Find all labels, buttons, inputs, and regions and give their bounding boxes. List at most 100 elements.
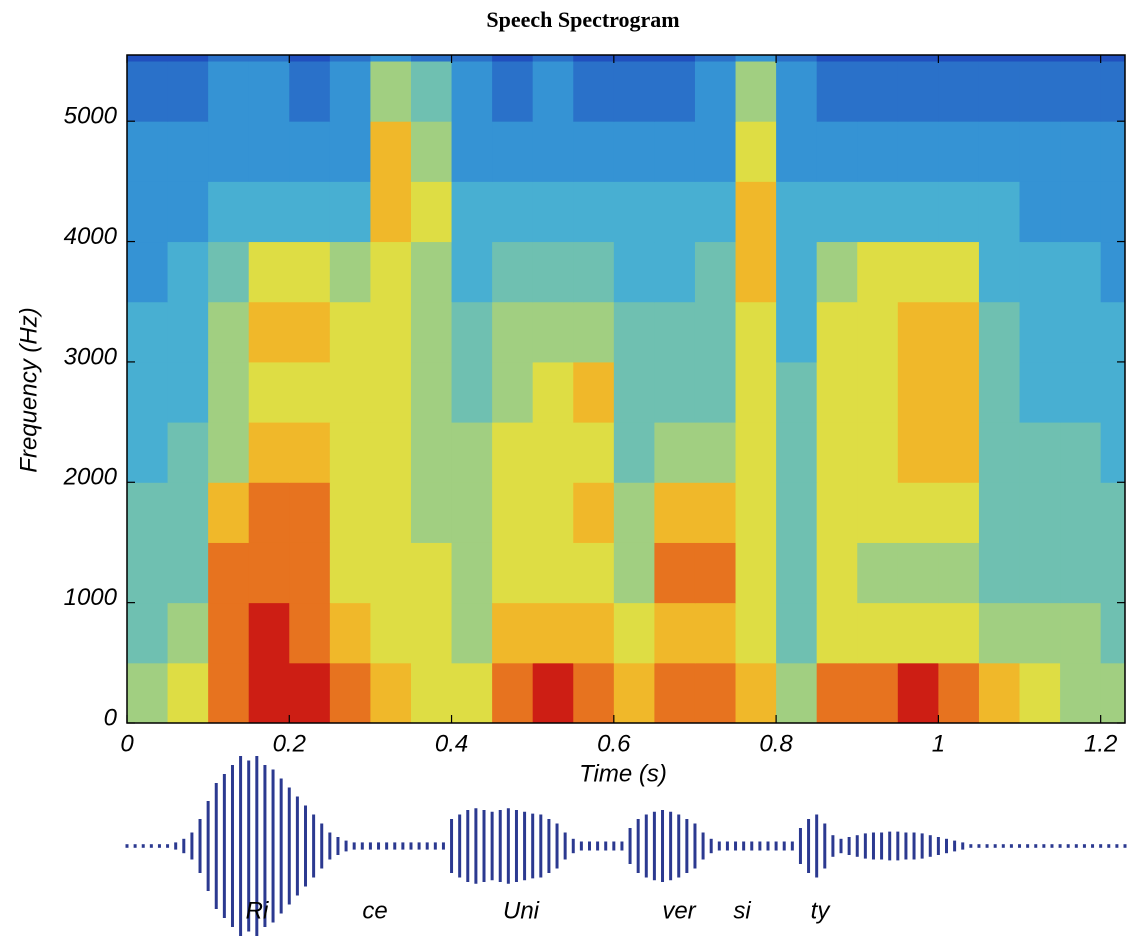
- heatmap-cell: [410, 61, 453, 122]
- heatmap-cell: [816, 662, 858, 723]
- heatmap-cell: [167, 301, 209, 363]
- y-axis-label: Frequency (Hz): [15, 307, 42, 472]
- heatmap-cell: [816, 361, 858, 423]
- heatmap-cell: [978, 361, 1021, 423]
- heatmap-cell: [410, 361, 453, 423]
- heatmap-cell: [127, 61, 169, 122]
- heatmap-cell: [289, 301, 331, 363]
- heatmap-cell: [451, 422, 493, 483]
- syllable-label: ty: [811, 897, 832, 924]
- heatmap-cell: [1060, 55, 1102, 62]
- heatmap-cell: [208, 61, 250, 122]
- heatmap-cell: [208, 55, 250, 62]
- heatmap-cell: [613, 241, 655, 303]
- heatmap-cell: [938, 61, 980, 122]
- heatmap-cell: [1019, 55, 1061, 62]
- heatmap-cell: [613, 121, 655, 182]
- heatmap-cell: [248, 61, 290, 122]
- x-tick-label: 0.4: [435, 730, 468, 757]
- heatmap-cell: [532, 55, 574, 62]
- heatmap-cell: [857, 542, 899, 604]
- heatmap-cell: [1019, 422, 1061, 483]
- heatmap-cell: [451, 241, 493, 303]
- heatmap-cell: [938, 482, 980, 543]
- heatmap-cell: [492, 241, 534, 303]
- heatmap-cell: [492, 361, 534, 423]
- heatmap-cell: [897, 482, 939, 543]
- heatmap-cell: [329, 602, 371, 664]
- heatmap-cell: [897, 241, 939, 303]
- heatmap-cell: [978, 542, 1021, 604]
- heatmap-cell: [208, 422, 250, 483]
- heatmap-cell: [694, 422, 737, 483]
- heatmap-cell: [289, 55, 331, 62]
- heatmap-cell: [613, 422, 655, 483]
- heatmap-cell: [1100, 662, 1125, 723]
- x-tick-label: 1: [932, 730, 945, 757]
- heatmap-cell: [248, 482, 290, 543]
- heatmap-cell: [208, 482, 250, 543]
- heatmap-cell: [1060, 542, 1102, 604]
- heatmap-cell: [289, 121, 331, 182]
- heatmap-cell: [573, 61, 615, 122]
- heatmap-cell: [816, 422, 858, 483]
- heatmap-cell: [532, 361, 574, 423]
- heatmap-cell: [573, 361, 615, 423]
- heatmap-cell: [897, 181, 939, 243]
- heatmap-cell: [248, 121, 290, 182]
- heatmap-cell: [492, 602, 534, 664]
- syllable-label: Ri: [246, 897, 269, 924]
- heatmap-cell: [938, 121, 980, 182]
- heatmap-cell: [1019, 241, 1061, 303]
- heatmap-cell: [289, 482, 331, 543]
- x-axis-label: Time (s): [579, 760, 667, 787]
- heatmap-cell: [492, 121, 534, 182]
- heatmap-cell: [492, 61, 534, 122]
- heatmap-cell: [410, 662, 453, 723]
- heatmap-cell: [1060, 602, 1102, 664]
- heatmap-cell: [167, 361, 209, 423]
- syllable-label: si: [733, 897, 751, 924]
- syllable-label: ver: [662, 897, 696, 924]
- heatmap-cell: [694, 61, 737, 122]
- heatmap-cell: [654, 361, 696, 423]
- heatmap-cell: [127, 121, 169, 182]
- heatmap-cell: [289, 241, 331, 303]
- heatmap-cell: [248, 422, 290, 483]
- heatmap-cell: [1019, 61, 1061, 122]
- heatmap-cell: [1100, 241, 1125, 303]
- heatmap-cell: [167, 662, 209, 723]
- heatmap-cell: [167, 482, 209, 543]
- heatmap-cell: [613, 61, 655, 122]
- heatmap-cell: [654, 55, 696, 62]
- y-tick-label: 0: [104, 704, 118, 731]
- heatmap-cell: [816, 542, 858, 604]
- syllable-label: ce: [362, 897, 387, 924]
- heatmap-cell: [897, 662, 939, 723]
- heatmap-cell: [329, 482, 371, 543]
- heatmap-cell: [816, 61, 858, 122]
- heatmap-cell: [978, 55, 1021, 62]
- heatmap-cell: [816, 241, 858, 303]
- heatmap-cell: [208, 121, 250, 182]
- heatmap-cell: [208, 662, 250, 723]
- heatmap-cell: [1100, 482, 1125, 543]
- heatmap-cell: [451, 602, 493, 664]
- heatmap-cell: [978, 61, 1021, 122]
- heatmap-cell: [1060, 361, 1102, 423]
- heatmap-cell: [857, 361, 899, 423]
- heatmap-cell: [735, 422, 777, 483]
- heatmap-cell: [938, 662, 980, 723]
- heatmap-cell: [370, 241, 412, 303]
- heatmap-cell: [167, 181, 209, 243]
- heatmap-cell: [1100, 55, 1125, 62]
- heatmap-cell: [816, 602, 858, 664]
- heatmap-cell: [978, 121, 1021, 182]
- heatmap-cell: [167, 55, 209, 62]
- heatmap-cell: [776, 61, 818, 122]
- heatmap-cell: [492, 55, 534, 62]
- heatmap-cell: [329, 121, 371, 182]
- heatmap-cell: [329, 662, 371, 723]
- heatmap-cell: [816, 181, 858, 243]
